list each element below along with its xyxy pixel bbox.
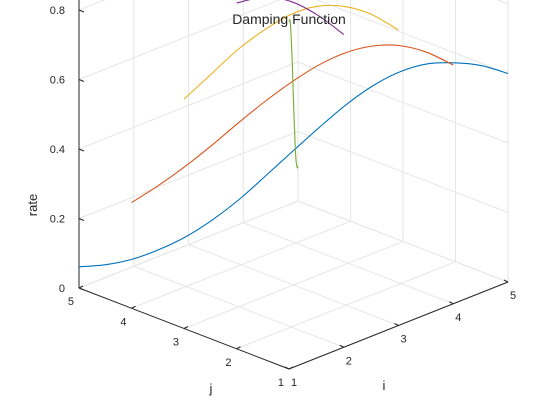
floor-grid-line-j — [131, 220, 351, 309]
y-tick-mark — [288, 366, 294, 370]
side-wall-grid-line-rate — [297, 131, 509, 213]
axis-layer — [78, 0, 509, 370]
y-tick-label: 3 — [173, 337, 179, 349]
z-tick-mark — [78, 148, 85, 152]
x-tick-mark — [394, 323, 399, 326]
back-wall-grid-line-rate — [78, 0, 281, 80]
x-tick-mark — [503, 279, 509, 283]
z-tick-mark — [78, 9, 85, 13]
y-tick-mark — [131, 305, 136, 309]
y-tick-mark — [78, 285, 84, 289]
z-tick-label: 0 — [59, 283, 65, 295]
x-tick-mark — [339, 344, 344, 348]
back-wall-grid-line-rate — [78, 61, 299, 150]
series-line-3 — [183, 4, 399, 100]
z-tick-mark — [78, 79, 85, 82]
y-tick-label: 5 — [68, 296, 74, 308]
y-tick-mark — [236, 346, 241, 350]
x-tick-mark — [284, 366, 290, 370]
z-tick-label: 0.6 — [50, 75, 65, 87]
back-wall-grid-line-rate — [78, 131, 299, 219]
y-tick-label: 2 — [225, 357, 231, 369]
x-tick-label: 4 — [455, 312, 461, 324]
floor-grid-line-j — [236, 261, 456, 350]
chart-title: Damping Function — [232, 11, 346, 27]
z-tick-mark — [78, 218, 85, 221]
series-line-1 — [78, 62, 509, 268]
y-tick-label: 4 — [120, 316, 126, 328]
x-tick-label: 3 — [401, 334, 407, 346]
series-layer — [78, 0, 509, 268]
series-line-4 — [236, 0, 345, 35]
z-tick-mark — [78, 287, 85, 291]
z-tick-label: 0.4 — [50, 144, 65, 156]
x-tick-label: 2 — [346, 355, 352, 367]
back-wall-grid-line-rate — [78, 200, 299, 289]
side-wall-grid-line-rate — [297, 200, 509, 283]
x-tick-label: 5 — [510, 290, 516, 302]
x-tick-label: 1 — [291, 377, 297, 389]
x-tick-mark — [449, 301, 454, 305]
side-wall-grid-line-rate — [316, 0, 509, 74]
side-wall-grid-line-rate — [297, 61, 509, 144]
z-tick-label: 0.2 — [50, 214, 65, 226]
series-line-5 — [288, 19, 299, 169]
x-axis-label: i — [383, 378, 386, 393]
y-tick-label: 1 — [278, 377, 284, 389]
z-tick-label: 0.8 — [50, 5, 65, 17]
y-axis-label: j — [209, 381, 213, 396]
grid-layer — [78, 0, 509, 370]
y-tick-mark — [183, 326, 189, 329]
z-axis-label: rate — [25, 194, 40, 216]
floor-grid-line-j — [183, 241, 404, 329]
